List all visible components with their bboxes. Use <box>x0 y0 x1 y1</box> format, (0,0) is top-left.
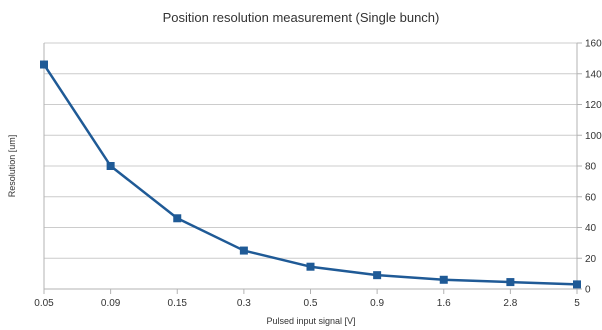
data-point <box>40 60 48 69</box>
data-point <box>106 162 115 170</box>
axes <box>43 42 582 294</box>
x-tick-label: 0.09 <box>101 298 121 309</box>
y-tick-label: 100 <box>585 131 602 142</box>
y-tick-label: 80 <box>585 162 597 173</box>
x-tick-label: 1.6 <box>437 298 451 309</box>
x-tick-label: 0.5 <box>304 298 318 309</box>
y-tick-label: 140 <box>585 69 602 80</box>
y-tick-label: 40 <box>585 223 597 234</box>
series-resolution <box>40 60 581 289</box>
data-point <box>306 262 315 271</box>
data-point <box>573 280 581 289</box>
x-tick-label: 0.3 <box>237 298 251 309</box>
y-tick-label: 60 <box>585 192 597 203</box>
y-tick-labels: 0 20 40 60 80 100 120 140 160 <box>585 39 602 296</box>
gridlines <box>44 42 577 259</box>
data-point <box>373 271 382 280</box>
data-point <box>439 275 448 284</box>
y-tick-label: 120 <box>585 100 602 111</box>
x-tick-label: 0.05 <box>34 298 54 309</box>
y-axis-label: Resolution [um] <box>7 135 17 198</box>
y-tick-label: 20 <box>585 254 597 265</box>
x-tick-label: 0.15 <box>168 298 188 309</box>
x-tick-label: 0.9 <box>370 298 384 309</box>
x-tick-label: 5 <box>574 298 580 309</box>
y-tick-label: 160 <box>585 39 602 50</box>
x-axis-label: Pulsed input signal [V] <box>266 316 355 326</box>
data-point <box>239 246 248 255</box>
data-point <box>173 214 182 223</box>
chart-title: Position resolution measurement (Single … <box>163 10 440 25</box>
y-tick-label: 0 <box>585 285 591 296</box>
data-point <box>506 278 515 287</box>
series-line <box>42 63 578 286</box>
x-tick-labels: 0.05 0.09 0.15 0.3 0.5 0.9 1.6 2.8 5 <box>34 298 580 309</box>
x-tick-label: 2.8 <box>503 298 517 309</box>
